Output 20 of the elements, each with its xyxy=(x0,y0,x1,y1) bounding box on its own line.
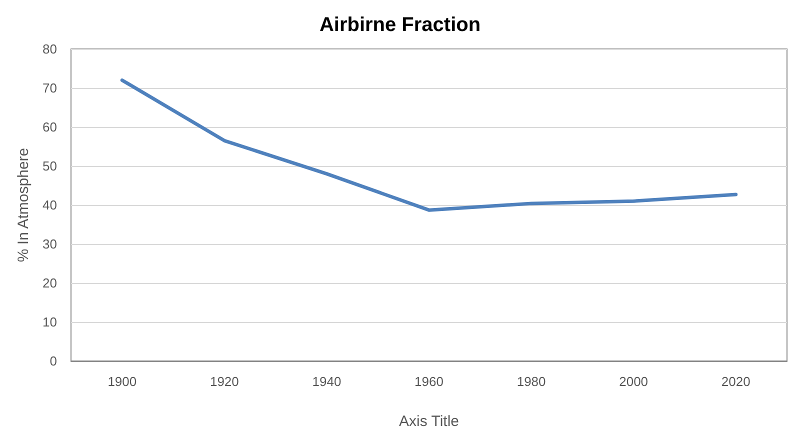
y-tick-label: 80 xyxy=(42,42,57,56)
y-tick-label: 40 xyxy=(42,198,57,212)
y-tick-label: 20 xyxy=(42,276,57,290)
x-tick-label: 1920 xyxy=(210,374,239,389)
chart-title: Airbirne Fraction xyxy=(319,14,481,36)
x-tick-label: 2020 xyxy=(721,374,750,389)
y-tick-label: 0 xyxy=(50,354,57,368)
x-tick-label: 1980 xyxy=(516,374,546,389)
line-series xyxy=(120,78,738,212)
x-tick-label: 1940 xyxy=(312,374,342,389)
x-tick-label: 1960 xyxy=(414,374,444,389)
y-tick-label: 50 xyxy=(42,158,57,174)
x-tick-label: 2000 xyxy=(619,374,648,389)
y-tick-label: 30 xyxy=(42,236,57,252)
y-axis-title: % In Atmosphere xyxy=(15,148,32,262)
x-axis-title: Axis Title xyxy=(398,413,460,430)
x-tick-label: 1900 xyxy=(108,374,137,389)
y-tick-label: 60 xyxy=(42,120,57,134)
y-tick-label: 10 xyxy=(42,314,57,330)
y-tick-label: 70 xyxy=(42,80,57,96)
